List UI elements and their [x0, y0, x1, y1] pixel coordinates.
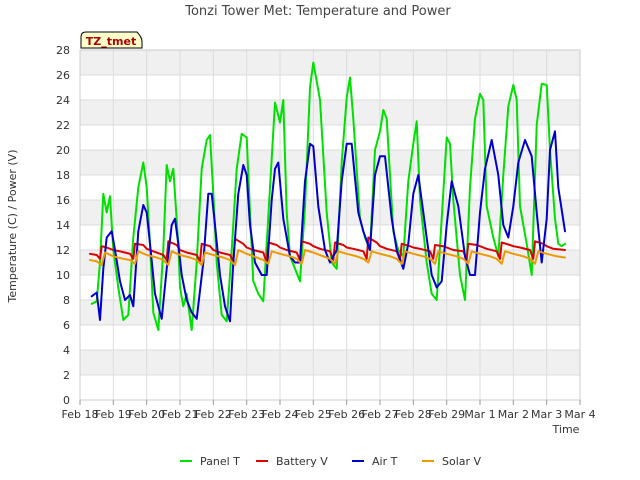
legend-item-air-t: Air T	[352, 455, 398, 468]
x-tick-label: Feb 22	[195, 408, 232, 421]
x-tick-label: Feb 25	[295, 408, 332, 421]
legend-label: Panel T	[200, 455, 240, 468]
y-tick-label: 8	[63, 294, 70, 307]
series-lines	[89, 61, 566, 331]
y-axis-label: Temperature (C) / Power (V)	[6, 149, 19, 303]
series-line-panel-t	[90, 61, 566, 331]
plot-band	[80, 375, 580, 400]
x-tick-label: Feb 18	[62, 408, 99, 421]
station-badge-box	[80, 31, 143, 49]
y-tick-label: 26	[56, 69, 70, 82]
series-line-air-t	[90, 130, 566, 323]
plot-band	[80, 100, 580, 125]
series-line-solar-v	[89, 249, 566, 266]
y-tick-label: 20	[56, 144, 70, 157]
x-tick-label: Feb 29	[428, 408, 465, 421]
station-badge: TZ_tmet	[80, 31, 143, 49]
x-tick-label: Feb 27	[362, 408, 399, 421]
legend-label: Battery V	[276, 455, 328, 468]
x-tick-label: Feb 23	[228, 408, 265, 421]
x-tick-label: Mar 3	[531, 408, 562, 421]
y-tick-label: 4	[63, 344, 70, 357]
legend-label: Solar V	[442, 455, 482, 468]
x-tick-label: Feb 24	[262, 408, 299, 421]
legend-item-battery-v: Battery V	[256, 455, 328, 468]
y-tick-label: 24	[56, 94, 70, 107]
x-tick-label: Mar 2	[498, 408, 529, 421]
y-tick-label: 0	[63, 394, 70, 407]
x-axis-label: Time	[552, 423, 580, 436]
chart-title: Tonzi Tower Met: Temperature and Power	[184, 4, 451, 19]
y-tick-label: 18	[56, 169, 70, 182]
y-tick-label: 16	[56, 194, 70, 207]
y-tick-label: 10	[56, 269, 70, 282]
legend-label: Air T	[372, 455, 398, 468]
y-tick-label: 12	[56, 244, 70, 257]
plot-band	[80, 350, 580, 375]
x-tick-label: Mar 4	[564, 408, 595, 421]
y-tick-label: 6	[63, 319, 70, 332]
plot-band	[80, 125, 580, 150]
y-tick-label: 2	[63, 369, 70, 382]
plot-band	[80, 75, 580, 100]
x-tick-label: Feb 28	[395, 408, 432, 421]
plot-band	[80, 200, 580, 225]
plot-bands	[80, 50, 580, 400]
x-tick-label: Feb 26	[328, 408, 365, 421]
y-tick-label: 28	[56, 44, 70, 57]
y-tick-label: 22	[56, 119, 70, 132]
plot-frame	[79, 49, 581, 401]
x-tick-label: Feb 20	[128, 408, 165, 421]
plot-band	[80, 325, 580, 350]
x-tick-label: Mar 1	[464, 408, 495, 421]
legend-item-panel-t: Panel T	[180, 455, 240, 468]
plot-band	[80, 50, 580, 75]
plot-band	[80, 175, 580, 200]
station-badge-label: TZ_tmet	[86, 35, 136, 48]
legend: Panel T Battery V Air T Solar V	[180, 455, 482, 468]
y-tick-label: 14	[56, 219, 70, 232]
x-tick-label: Feb 21	[162, 408, 199, 421]
x-tick-label: Feb 19	[95, 408, 132, 421]
legend-item-solar-v: Solar V	[422, 455, 482, 468]
